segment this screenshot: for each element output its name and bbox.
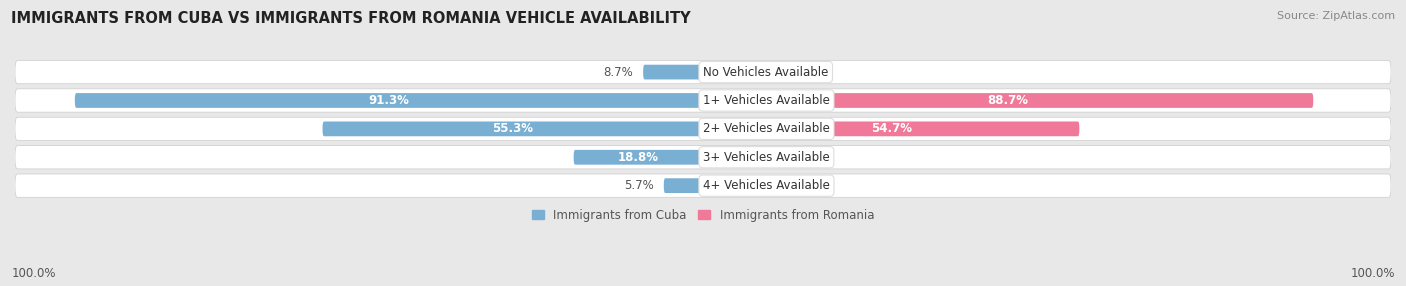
- FancyBboxPatch shape: [15, 89, 1391, 112]
- FancyBboxPatch shape: [703, 122, 1080, 136]
- Text: 1+ Vehicles Available: 1+ Vehicles Available: [703, 94, 830, 107]
- FancyBboxPatch shape: [15, 60, 1391, 84]
- Text: 5.7%: 5.7%: [624, 179, 654, 192]
- Text: 54.7%: 54.7%: [870, 122, 911, 135]
- Legend: Immigrants from Cuba, Immigrants from Romania: Immigrants from Cuba, Immigrants from Ro…: [529, 205, 877, 225]
- Text: 100.0%: 100.0%: [1350, 267, 1395, 280]
- Text: 3+ Vehicles Available: 3+ Vehicles Available: [703, 151, 830, 164]
- FancyBboxPatch shape: [703, 150, 832, 165]
- FancyBboxPatch shape: [703, 93, 1313, 108]
- Text: 2+ Vehicles Available: 2+ Vehicles Available: [703, 122, 830, 135]
- Text: 6.0%: 6.0%: [755, 179, 785, 192]
- Text: 55.3%: 55.3%: [492, 122, 533, 135]
- Text: 18.8%: 18.8%: [617, 151, 659, 164]
- FancyBboxPatch shape: [664, 178, 703, 193]
- Text: 100.0%: 100.0%: [11, 267, 56, 280]
- FancyBboxPatch shape: [703, 178, 744, 193]
- Text: Source: ZipAtlas.com: Source: ZipAtlas.com: [1277, 11, 1395, 21]
- FancyBboxPatch shape: [15, 174, 1391, 197]
- Text: 18.9%: 18.9%: [748, 151, 789, 164]
- Text: 11.4%: 11.4%: [792, 65, 830, 79]
- FancyBboxPatch shape: [703, 65, 782, 80]
- Text: 88.7%: 88.7%: [987, 94, 1029, 107]
- FancyBboxPatch shape: [574, 150, 703, 165]
- Text: No Vehicles Available: No Vehicles Available: [703, 65, 828, 79]
- FancyBboxPatch shape: [75, 93, 703, 108]
- FancyBboxPatch shape: [15, 117, 1391, 140]
- FancyBboxPatch shape: [15, 146, 1391, 169]
- Text: 4+ Vehicles Available: 4+ Vehicles Available: [703, 179, 830, 192]
- Text: IMMIGRANTS FROM CUBA VS IMMIGRANTS FROM ROMANIA VEHICLE AVAILABILITY: IMMIGRANTS FROM CUBA VS IMMIGRANTS FROM …: [11, 11, 690, 26]
- FancyBboxPatch shape: [322, 122, 703, 136]
- Text: 8.7%: 8.7%: [603, 65, 633, 79]
- FancyBboxPatch shape: [643, 65, 703, 80]
- Text: 91.3%: 91.3%: [368, 94, 409, 107]
